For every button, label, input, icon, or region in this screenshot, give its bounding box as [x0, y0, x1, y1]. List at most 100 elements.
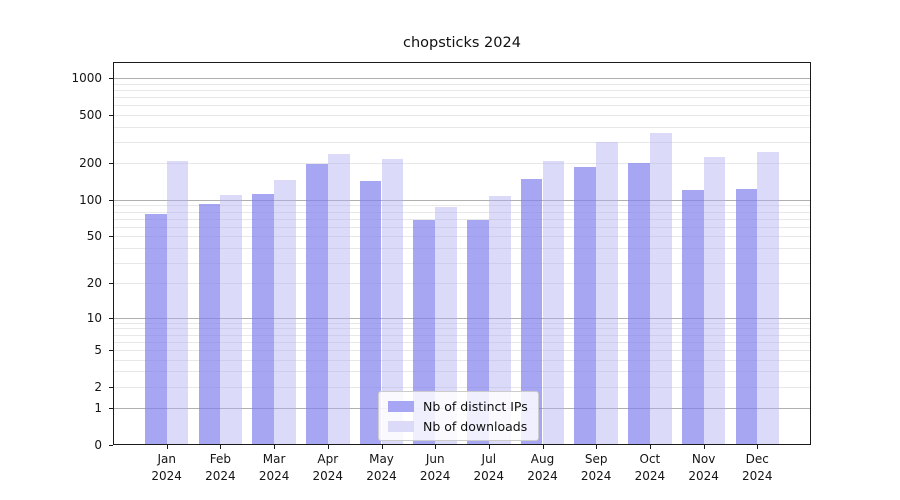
x-tick-mark [220, 445, 222, 449]
bar-downloads-apr [327, 153, 350, 445]
bar-distinct-ips-may [359, 181, 382, 445]
x-tick-year: 2024 [366, 468, 397, 483]
bar-distinct-ips-mar [252, 194, 275, 445]
y-tick-mark [109, 349, 113, 351]
bar-downloads-jan [166, 161, 189, 445]
bars-layer [113, 62, 811, 445]
x-tick-month: Dec [745, 452, 769, 466]
x-tick-label: May 2024 [350, 451, 414, 484]
y-tick-label: 200 [79, 156, 102, 171]
legend-label-distinct-ips: Nb of distinct IPs [423, 398, 528, 414]
y-tick-mark [109, 78, 113, 79]
x-tick-mark [435, 445, 437, 449]
y-tick-mark [109, 163, 113, 165]
x-tick-mark [488, 445, 490, 449]
minor-gridline [113, 283, 811, 285]
minor-gridline [113, 349, 811, 351]
y-tick-label: 1 [94, 401, 102, 416]
x-tick-mark [274, 445, 276, 449]
x-tick-label: Apr 2024 [296, 451, 360, 484]
chart-title: chopsticks 2024 [403, 35, 521, 51]
bar-downloads-jul [488, 196, 511, 445]
major-gridline [113, 317, 811, 319]
major-gridline [113, 199, 811, 201]
minor-gridline [113, 322, 811, 324]
plot-area [113, 62, 811, 445]
x-tick-year: 2024 [205, 468, 236, 483]
bar-downloads-may [381, 158, 404, 445]
y-tick-mark [109, 317, 113, 319]
y-tick-label: 500 [79, 107, 102, 122]
bar-distinct-ips-jul [467, 220, 489, 445]
minor-gridline [113, 247, 811, 249]
y-tick-label: 10 [86, 310, 102, 325]
y-tick-label: 1000 [71, 71, 102, 85]
y-tick-label: 2 [94, 379, 102, 394]
x-tick-year: 2024 [151, 468, 182, 483]
y-tick-mark [109, 408, 113, 410]
bar-downloads-jun [435, 206, 457, 445]
legend-label-downloads: Nb of downloads [423, 418, 528, 434]
bar-distinct-ips-apr [306, 164, 328, 445]
bar-downloads-mar [274, 179, 296, 445]
minor-gridline [113, 211, 811, 213]
bar-distinct-ips-jun [413, 220, 436, 445]
bar-distinct-ips-jan [144, 213, 167, 445]
x-tick-label: Aug 2024 [511, 451, 575, 484]
x-tick-year: 2024 [634, 468, 666, 483]
x-tick-label: Jun 2024 [403, 451, 467, 484]
x-tick-year: 2024 [419, 468, 451, 483]
legend-swatch-downloads [388, 420, 414, 432]
bar-downloads-oct [649, 132, 672, 445]
minor-gridline [113, 334, 811, 336]
y-tick-label: 20 [86, 276, 102, 291]
x-tick-mark [166, 445, 168, 449]
x-tick-month: Oct [639, 452, 661, 466]
x-tick-label: Mar 2024 [242, 451, 306, 484]
bar-distinct-ips-oct [628, 162, 650, 445]
x-tick-month: Sep [584, 452, 608, 466]
bar-distinct-ips-dec [735, 188, 758, 445]
minor-gridline [113, 114, 811, 116]
x-tick-month: Nov [691, 452, 716, 466]
y-tick-mark [109, 386, 113, 388]
y-tick-label: 5 [94, 342, 102, 357]
minor-gridline [113, 205, 811, 207]
x-tick-mark [649, 445, 651, 449]
x-tick-year: 2024 [258, 468, 290, 483]
y-tick-label: 0 [94, 438, 102, 452]
x-tick-year: 2024 [473, 468, 505, 483]
x-tick-label: Oct 2024 [618, 451, 682, 484]
minor-gridline [113, 371, 811, 373]
bar-distinct-ips-sep [574, 167, 597, 445]
x-tick-month: Mar [262, 452, 286, 466]
minor-gridline [113, 83, 811, 85]
legend-swatch-distinct-ips [388, 400, 414, 412]
x-tick-label: Jan 2024 [135, 451, 199, 484]
minor-gridline [113, 359, 811, 361]
minor-gridline [113, 262, 811, 264]
major-gridline [113, 78, 811, 79]
x-tick-mark [327, 445, 329, 449]
minor-gridline [113, 141, 811, 143]
x-tick-month: Jan [157, 452, 176, 466]
x-tick-mark [381, 445, 383, 449]
x-tick-label: Jul 2024 [457, 451, 521, 484]
minor-gridline [113, 386, 811, 388]
legend-row-distinct-ips: Nb of distinct IPs [388, 398, 528, 414]
x-tick-mark [757, 445, 759, 449]
bar-distinct-ips-nov [681, 190, 704, 445]
x-tick-year: 2024 [688, 468, 719, 483]
minor-gridline [113, 226, 811, 228]
bar-distinct-ips-feb [198, 204, 221, 445]
legend: Nb of distinct IPs Nb of downloads [378, 391, 539, 441]
y-tick-mark [109, 199, 113, 201]
y-tick-label: 100 [79, 192, 102, 207]
x-tick-label: Sep 2024 [564, 451, 628, 484]
legend-row-downloads: Nb of downloads [388, 418, 528, 434]
minor-gridline [113, 105, 811, 107]
x-tick-label: Dec 2024 [725, 451, 789, 484]
minor-gridline [113, 163, 811, 165]
x-tick-year: 2024 [742, 468, 773, 483]
x-tick-month: Apr [317, 452, 339, 466]
